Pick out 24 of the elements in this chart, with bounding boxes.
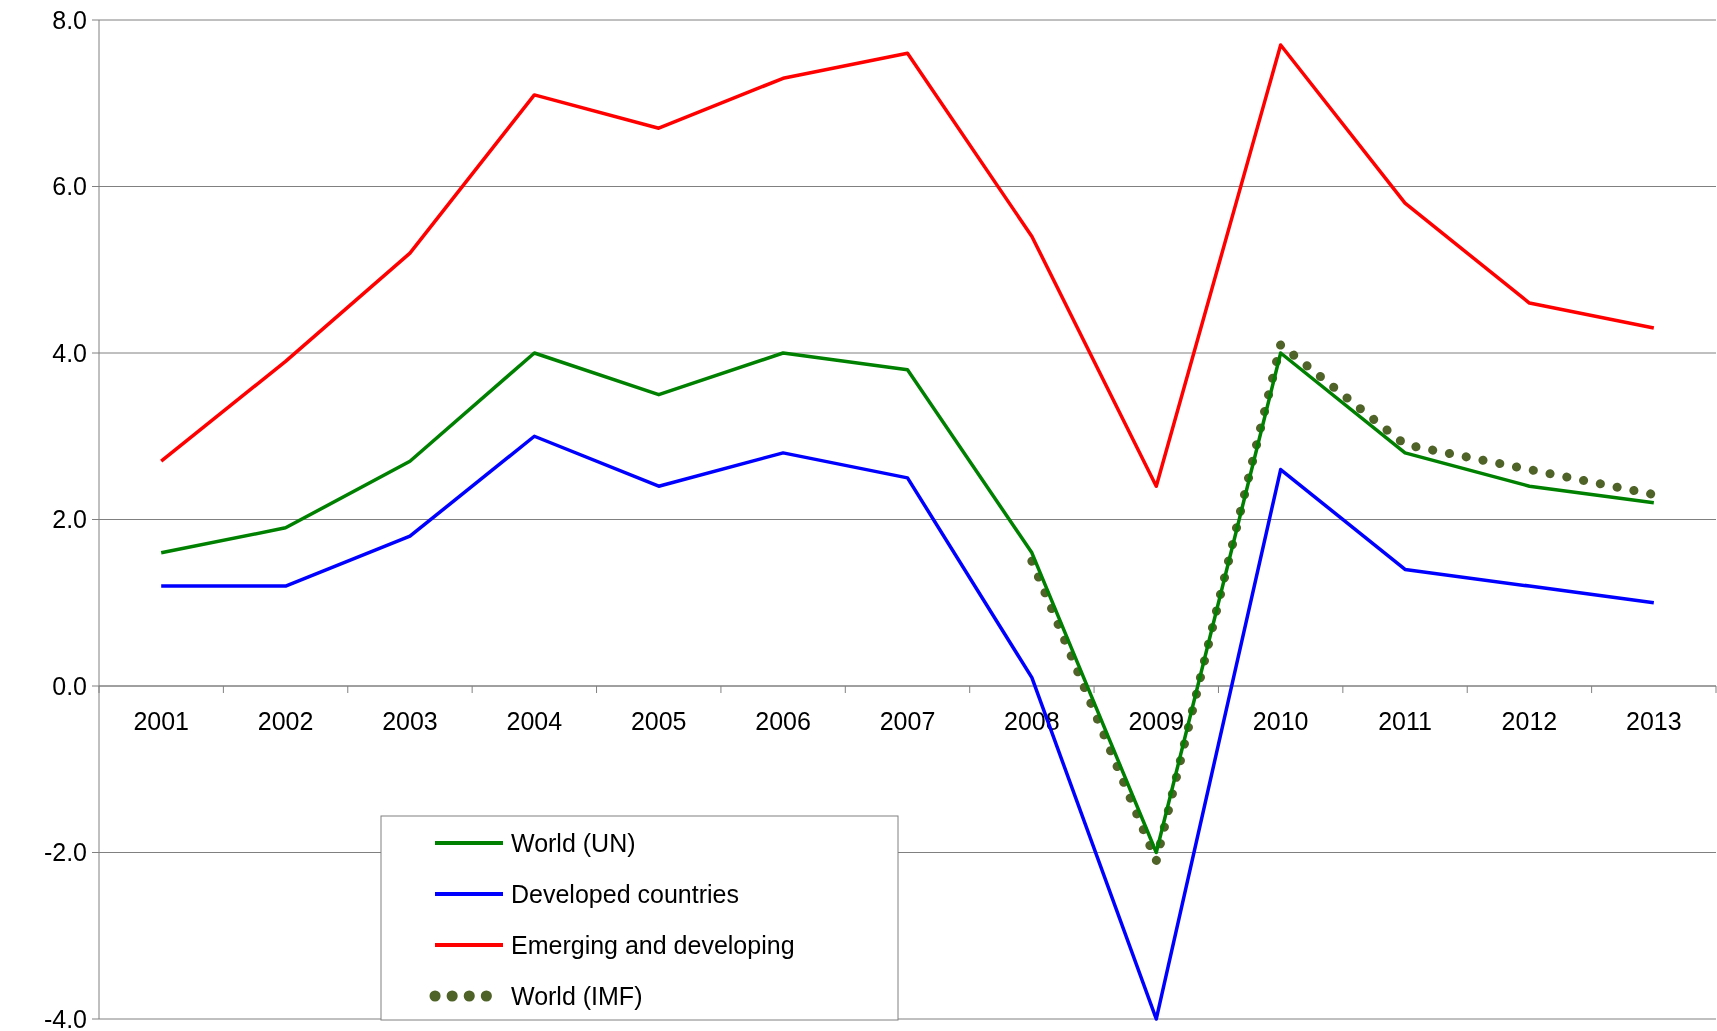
y-tick-label: 0.0	[52, 671, 87, 700]
x-tick-label: 2006	[755, 707, 811, 735]
y-tick-label: 8.0	[52, 5, 87, 34]
legend-label: Emerging and developing	[511, 930, 795, 959]
x-tick-label: 2002	[257, 707, 314, 735]
line-series	[159, 43, 1656, 488]
legend-label: Developed countries	[511, 879, 739, 908]
x-tick-label: 2010	[1252, 707, 1309, 735]
y-tick-label: -4.0	[43, 1004, 87, 1031]
x-tick-label: 2007	[879, 707, 936, 735]
x-tick-label: 2003	[382, 707, 438, 735]
y-tick-label: -2.0	[43, 838, 87, 867]
x-tick-label: 2012	[1501, 707, 1558, 735]
y-tick-label: 2.0	[52, 505, 87, 534]
x-tick-label: 2013	[1626, 707, 1682, 735]
x-tick-label: 2005	[630, 707, 687, 735]
x-tick-label: 2009	[1128, 707, 1185, 735]
y-tick-label: 4.0	[52, 338, 87, 367]
legend-label: World (IMF)	[511, 981, 643, 1010]
legend-label: World (UN)	[511, 828, 636, 857]
x-tick-label: 2001	[133, 707, 189, 735]
x-tick-label: 2011	[1378, 707, 1432, 735]
y-tick-label: 6.0	[52, 172, 87, 201]
x-tick-label: 2004	[506, 707, 563, 735]
